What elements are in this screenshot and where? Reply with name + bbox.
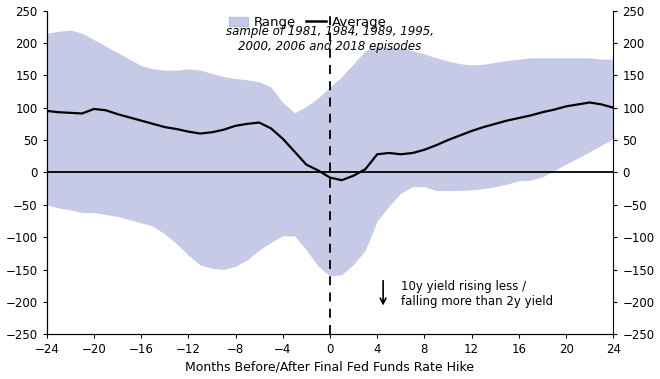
- X-axis label: Months Before/After Final Fed Funds Rate Hike: Months Before/After Final Fed Funds Rate…: [185, 360, 475, 373]
- Text: 10y yield rising less /
falling more than 2y yield: 10y yield rising less / falling more tha…: [401, 280, 553, 308]
- Text: sample of 1981, 1984, 1989, 1995,
2000, 2006 and 2018 episodes: sample of 1981, 1984, 1989, 1995, 2000, …: [226, 25, 434, 53]
- Legend: Range, Average: Range, Average: [223, 11, 391, 34]
